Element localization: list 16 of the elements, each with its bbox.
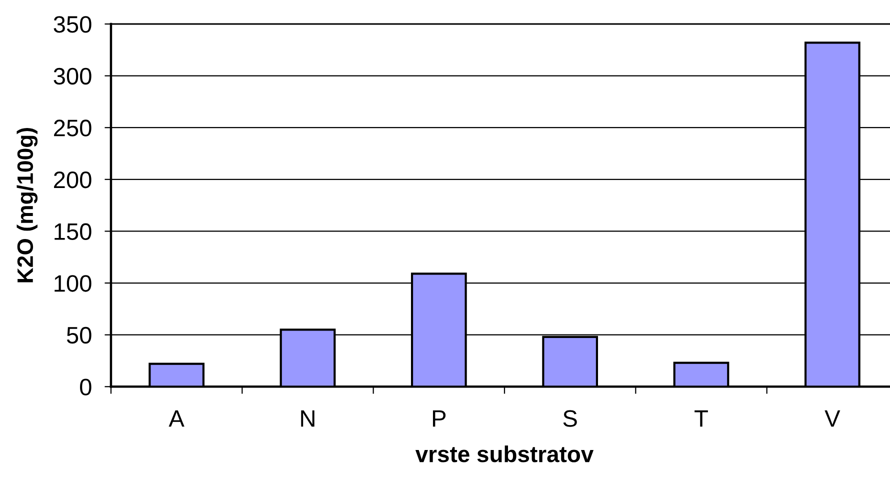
- y-tick-label: 300: [54, 68, 92, 85]
- x-tick-label: N: [301, 410, 314, 427]
- y-tick-label: 350: [54, 16, 92, 33]
- y-tick-label: 150: [54, 223, 92, 240]
- x-tick-label: A: [168, 410, 184, 427]
- y-tick-label: 0: [80, 378, 92, 396]
- x-tick-label: V: [824, 410, 840, 427]
- y-tick-label: 100: [54, 275, 92, 292]
- x-tick-label: S: [563, 410, 577, 427]
- y-axis-title: K2O (mg/100g): [16, 128, 38, 282]
- y-tick-label: 200: [54, 171, 92, 188]
- y-tick-label: 250: [54, 120, 92, 136]
- x-axis-title: vrste substratov: [415, 445, 594, 462]
- y-tick-label: 50: [66, 326, 92, 344]
- x-tick-label: P: [432, 410, 446, 427]
- x-tick-label: T: [694, 410, 708, 427]
